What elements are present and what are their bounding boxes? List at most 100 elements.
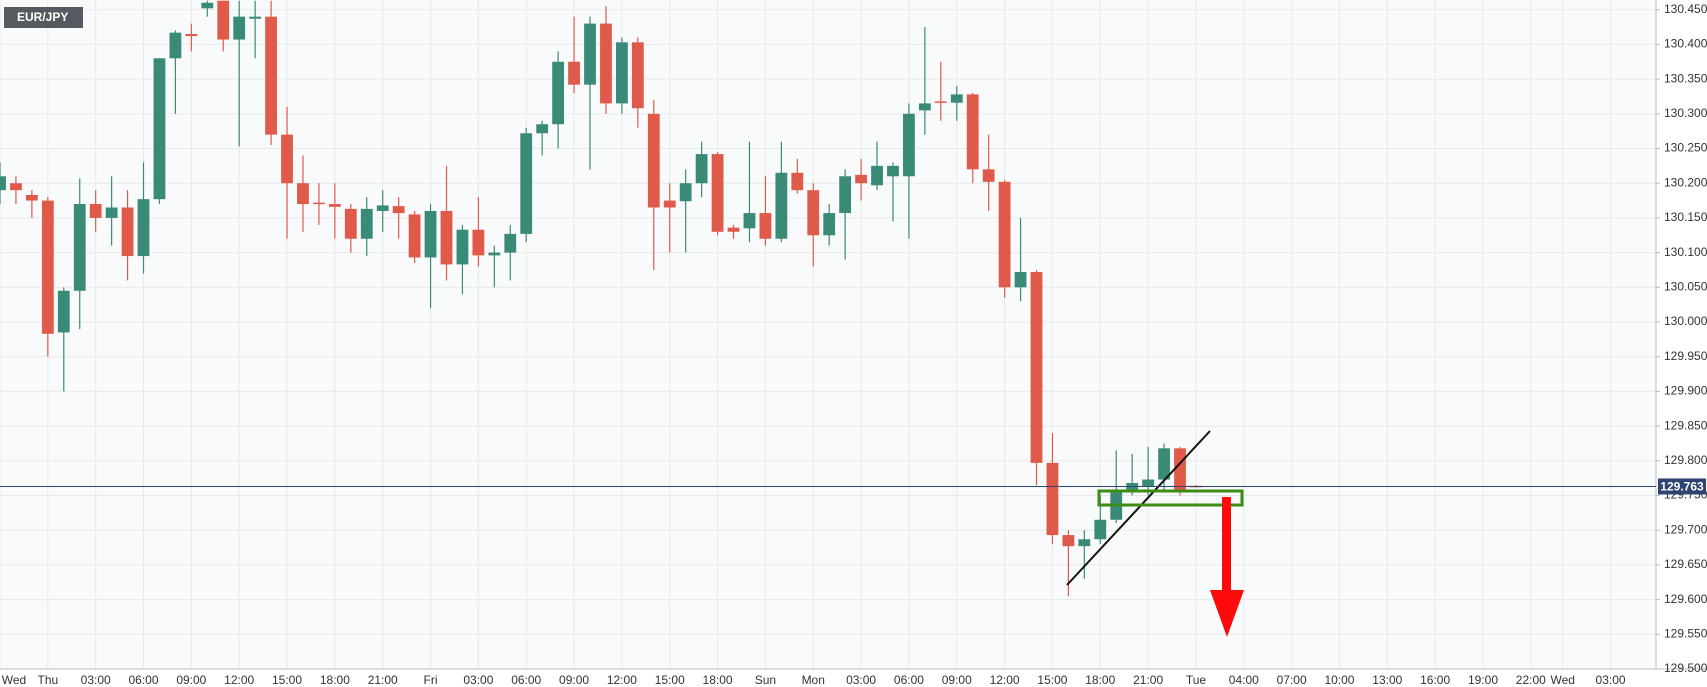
candles: [0, 0, 1202, 597]
candle-body: [121, 207, 134, 257]
x-tick-label: Mon: [802, 673, 825, 687]
y-tick-label: 130.300: [1664, 106, 1707, 120]
y-tick-label: 130.250: [1664, 141, 1707, 155]
candle-body: [201, 2, 214, 9]
candle-body: [1062, 535, 1075, 547]
candle-body: [328, 204, 341, 207]
y-tick-label: 130.000: [1664, 314, 1707, 328]
candle-body: [982, 169, 995, 182]
candle-body: [807, 190, 820, 236]
candle-body: [408, 214, 421, 258]
y-tick-label: 130.100: [1664, 245, 1707, 259]
x-tick-label: 21:00: [1133, 673, 1163, 687]
y-tick-label: 130.400: [1664, 37, 1707, 51]
x-tick-label: 03:00: [81, 673, 111, 687]
candle-body: [966, 94, 979, 170]
y-tick-label: 129.650: [1664, 557, 1707, 571]
candle-body: [871, 165, 883, 186]
candle-body: [679, 183, 692, 202]
candle-body: [137, 199, 150, 257]
candle-body: [297, 183, 309, 205]
x-tick-label: Thu: [37, 673, 58, 687]
candle-body: [73, 204, 86, 291]
candle-body: [57, 290, 70, 333]
candle-body: [918, 103, 931, 111]
y-tick-label: 129.900: [1664, 384, 1707, 398]
range-box: [1097, 489, 1244, 507]
x-tick-label: 15:00: [655, 673, 685, 687]
candle-body: [711, 154, 724, 232]
candle-body: [584, 23, 596, 85]
candle-body: [1158, 448, 1170, 480]
chart-title: EUR/JPY: [17, 10, 68, 24]
candle-body: [536, 124, 549, 134]
x-tick-label: 12:00: [224, 673, 254, 687]
candle-body: [440, 210, 453, 265]
candle-body: [504, 233, 517, 253]
candle-body: [791, 172, 804, 191]
grid: [0, 0, 1656, 670]
candle-body: [1030, 272, 1043, 463]
y-tick-label: 129.800: [1664, 453, 1707, 467]
x-tick-label: 03:00: [463, 673, 493, 687]
x-tick-label: 19:00: [1468, 673, 1498, 687]
x-tick-label: 06:00: [128, 673, 158, 687]
y-tick-label: 129.950: [1664, 349, 1707, 363]
x-tick-label: 03:00: [1596, 673, 1626, 687]
candle-body: [392, 206, 405, 214]
trend-line: [1066, 430, 1211, 586]
candle-body: [456, 229, 469, 265]
candle-body: [552, 61, 565, 125]
candle-body: [153, 58, 166, 200]
y-tick-label: 129.700: [1664, 522, 1707, 536]
candle-body: [472, 229, 485, 256]
x-tick-label: 09:00: [176, 673, 206, 687]
candle-body: [855, 174, 867, 184]
candle-body: [10, 183, 22, 191]
candle-body: [344, 208, 357, 239]
y-tick-label: 129.500: [1664, 661, 1707, 675]
candle-body: [775, 172, 788, 239]
x-tick-label: 03:00: [846, 673, 876, 687]
x-tick-label: 18:00: [703, 673, 733, 687]
candle-body: [823, 213, 836, 236]
candle-body: [1174, 448, 1186, 491]
candle-body: [89, 204, 102, 218]
arrow-head: [1210, 590, 1244, 637]
candle-body: [743, 213, 756, 229]
candle-body: [1046, 462, 1059, 536]
candle-body: [1014, 272, 1027, 288]
candle-body: [1094, 519, 1107, 540]
candle-body: [887, 165, 899, 177]
last-price-label: 129.763: [1660, 480, 1704, 494]
x-tick-label: 13:00: [1372, 673, 1402, 687]
candle-body: [520, 133, 533, 234]
candle-body: [217, 0, 230, 40]
candle-body: [233, 16, 246, 40]
arrow-shaft: [1222, 497, 1231, 593]
candle-body: [647, 113, 660, 208]
y-tick-label: 130.050: [1664, 279, 1707, 293]
x-tick-label: 16:00: [1420, 673, 1450, 687]
x-tick-label: 12:00: [990, 673, 1020, 687]
candle-body: [424, 210, 437, 258]
y-tick-label: 130.150: [1664, 210, 1707, 224]
y-tick-label: 129.550: [1664, 626, 1707, 640]
candle-body: [488, 252, 501, 256]
x-tick-label: Wed: [1550, 673, 1574, 687]
candle-body: [727, 227, 740, 232]
candle-body: [615, 42, 628, 104]
x-tick-label: 15:00: [1037, 673, 1067, 687]
candle-body: [950, 94, 963, 103]
candle-body: [376, 205, 389, 211]
x-tick-label: 18:00: [1085, 673, 1115, 687]
candle-body: [25, 195, 38, 201]
symbol-badge: [4, 7, 83, 28]
plot-area: [0, 0, 1656, 669]
y-tick-label: 130.200: [1664, 175, 1707, 189]
candle-body: [281, 134, 293, 184]
y-tick-label: 129.850: [1664, 418, 1707, 432]
candle-body: [839, 176, 852, 214]
candle-body: [663, 200, 676, 208]
